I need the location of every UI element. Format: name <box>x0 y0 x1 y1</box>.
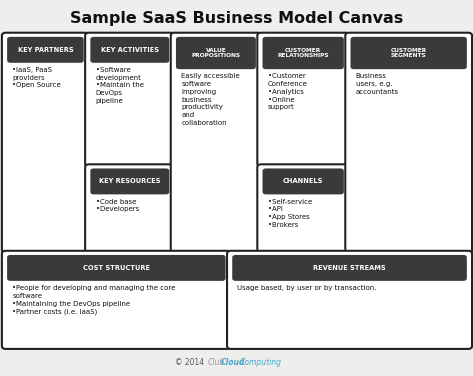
Text: KEY RESOURCES: KEY RESOURCES <box>99 179 160 184</box>
Text: •Customer
Conference
•Analytics
•Online
support: •Customer Conference •Analytics •Online … <box>268 73 307 110</box>
FancyBboxPatch shape <box>232 255 467 281</box>
FancyBboxPatch shape <box>90 37 169 63</box>
Text: KEY PARTNERS: KEY PARTNERS <box>18 47 73 53</box>
FancyBboxPatch shape <box>85 33 175 167</box>
Text: VALUE
PROPOSITIONS: VALUE PROPOSITIONS <box>192 48 240 58</box>
Text: Sample SaaS Business Model Canvas: Sample SaaS Business Model Canvas <box>70 11 403 26</box>
Text: CUSTOMER
RELATIONSHIPS: CUSTOMER RELATIONSHIPS <box>278 48 329 58</box>
Text: Usage based, by user or by transaction.: Usage based, by user or by transaction. <box>237 285 377 291</box>
Text: Club: Club <box>208 358 225 367</box>
FancyBboxPatch shape <box>2 33 89 253</box>
Text: •Software
development
•Maintain the
DevOps
pipeline: •Software development •Maintain the DevO… <box>96 67 143 104</box>
Text: Cloud: Cloud <box>221 358 245 367</box>
FancyBboxPatch shape <box>257 33 349 167</box>
Text: •People for developing and managing the core
software
•Maintaining the DevOps pi: •People for developing and managing the … <box>12 285 175 315</box>
Text: REVENUE STREAMS: REVENUE STREAMS <box>313 265 386 271</box>
Text: CUSTOMER
SEGMENTS: CUSTOMER SEGMENTS <box>391 48 427 58</box>
FancyBboxPatch shape <box>350 37 467 69</box>
Text: COST STRUCTURE: COST STRUCTURE <box>83 265 150 271</box>
FancyBboxPatch shape <box>90 168 169 194</box>
Text: © 2014: © 2014 <box>175 358 204 367</box>
FancyBboxPatch shape <box>257 164 349 253</box>
FancyBboxPatch shape <box>263 37 344 69</box>
Text: Business
users, e.g.
accountants: Business users, e.g. accountants <box>356 73 399 95</box>
Text: •Self-service
•API
•App Stores
•Brokers: •Self-service •API •App Stores •Brokers <box>268 199 312 228</box>
FancyBboxPatch shape <box>263 168 344 194</box>
FancyBboxPatch shape <box>2 251 231 349</box>
FancyBboxPatch shape <box>171 33 261 253</box>
FancyBboxPatch shape <box>7 37 84 63</box>
Text: CHANNELS: CHANNELS <box>283 179 324 184</box>
Text: •Code base
•Developers: •Code base •Developers <box>96 199 139 212</box>
Text: Easily accessible
software
improving
business
productivity
and
collaboration: Easily accessible software improving bus… <box>181 73 240 126</box>
Text: Computing: Computing <box>240 358 282 367</box>
FancyBboxPatch shape <box>85 164 175 253</box>
FancyBboxPatch shape <box>345 33 472 253</box>
FancyBboxPatch shape <box>176 37 256 69</box>
Text: KEY ACTIVITIES: KEY ACTIVITIES <box>101 47 159 53</box>
FancyBboxPatch shape <box>227 251 472 349</box>
FancyBboxPatch shape <box>7 255 226 281</box>
Text: •IaaS, PaaS
providers
•Open Source: •IaaS, PaaS providers •Open Source <box>12 67 61 88</box>
